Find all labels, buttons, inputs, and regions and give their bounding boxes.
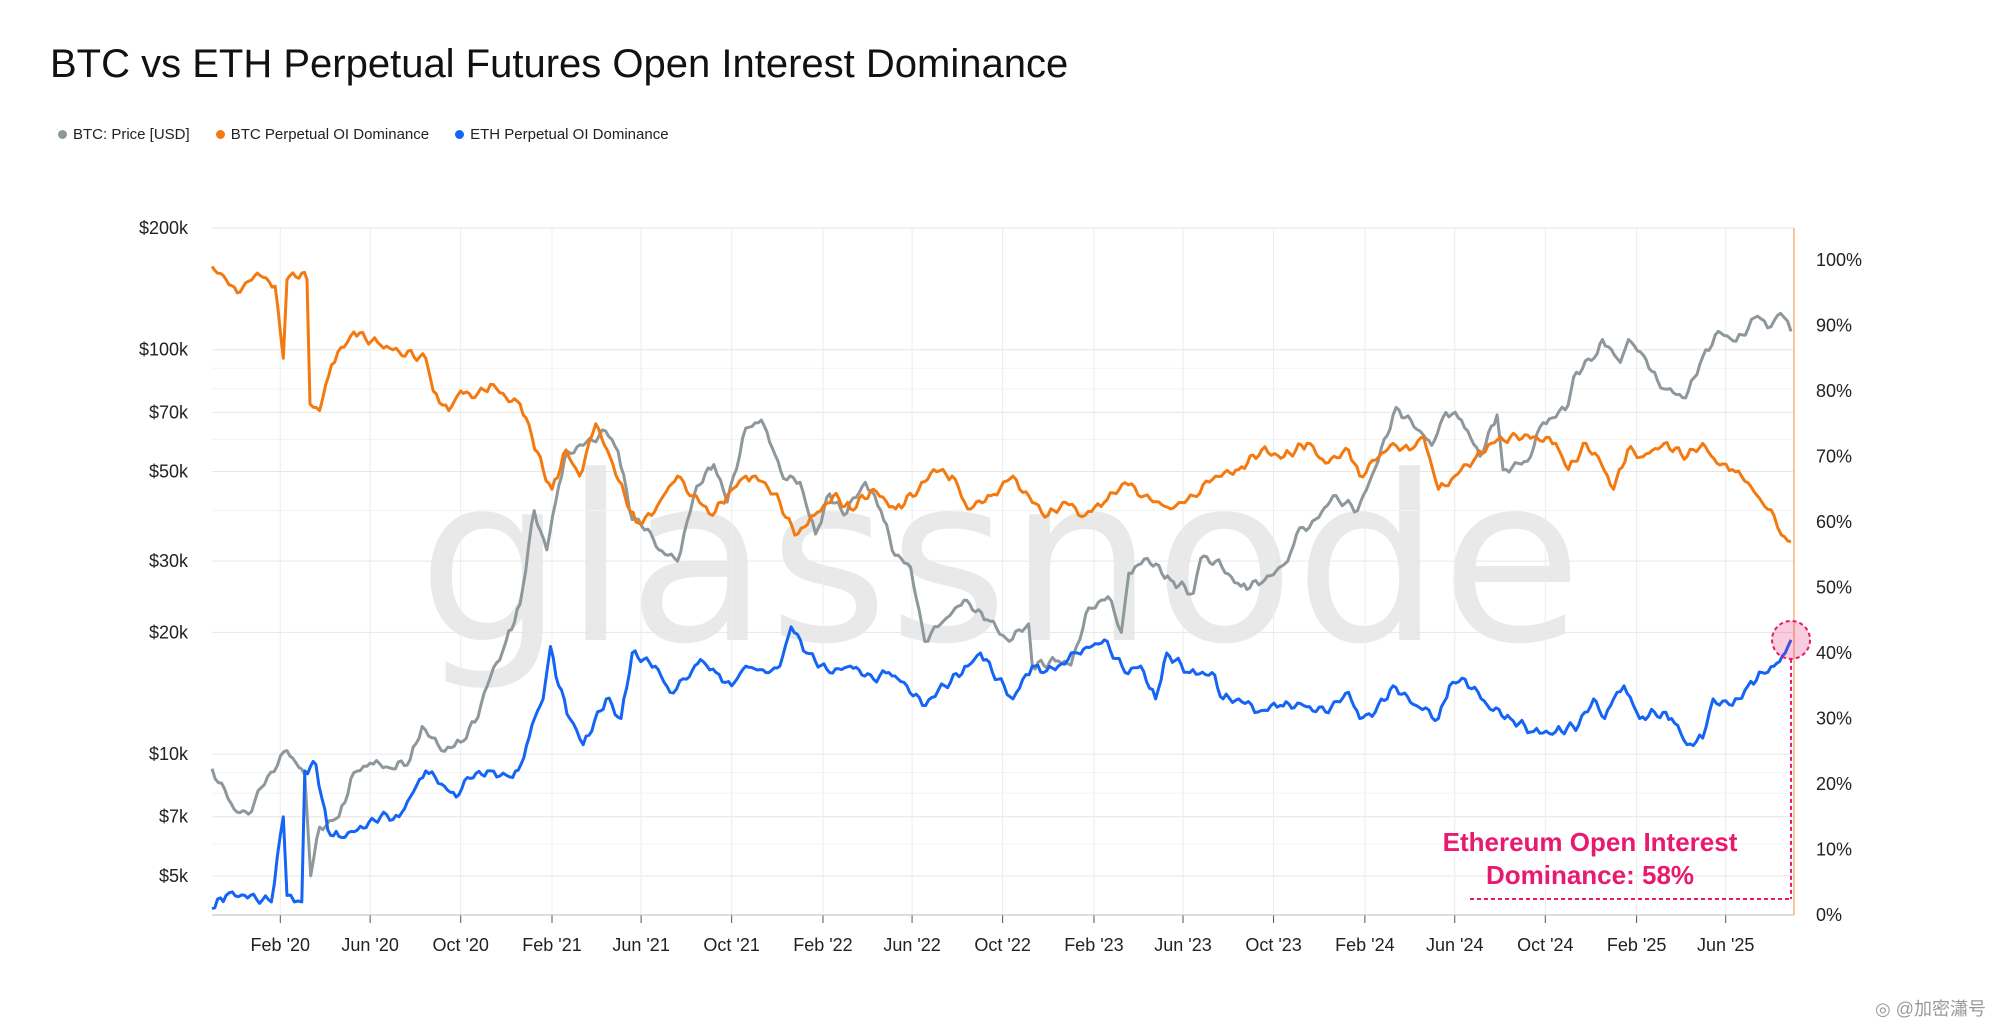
- right-tick-label: 70%: [1816, 447, 1852, 467]
- legend-item-btc-price[interactable]: BTC: Price [USD]: [58, 126, 190, 143]
- legend-item-eth-dominance[interactable]: ETH Perpetual OI Dominance: [455, 126, 669, 143]
- left-tick-label: $7k: [159, 807, 189, 827]
- eth-dominance-annotation: Ethereum Open Interest Dominance: 58%: [1380, 826, 1800, 892]
- left-tick-label: $50k: [149, 461, 189, 481]
- left-tick-label: $100k: [139, 340, 189, 360]
- annotation-line-1: Ethereum Open Interest: [1442, 827, 1738, 857]
- x-tick-label: Jun '20: [341, 935, 398, 955]
- right-tick-label: 40%: [1816, 643, 1852, 663]
- legend-dot-icon: [215, 130, 225, 139]
- x-tick-label: Feb '21: [522, 935, 581, 955]
- legend-label: ETH Perpetual OI Dominance: [470, 126, 669, 143]
- left-tick-label: $5k: [159, 866, 189, 886]
- right-tick-label: 0%: [1816, 905, 1842, 925]
- legend-item-btc-dominance[interactable]: BTC Perpetual OI Dominance: [215, 126, 430, 143]
- right-tick-label: 100%: [1816, 250, 1862, 270]
- x-tick-label: Jun '22: [883, 935, 940, 955]
- left-tick-label: $200k: [139, 218, 189, 238]
- annotation-circle: [1771, 619, 1812, 660]
- x-tick-label: Jun '21: [612, 935, 669, 955]
- right-tick-label: 80%: [1816, 381, 1852, 401]
- corner-mark: ◎ @加密瀟号: [1875, 999, 1986, 1019]
- x-tick-label: Jun '25: [1697, 935, 1754, 955]
- legend: BTC: Price [USD] BTC Perpetual OI Domina…: [58, 126, 669, 143]
- right-tick-label: 50%: [1816, 578, 1852, 598]
- chart-title: BTC vs ETH Perpetual Futures Open Intere…: [50, 42, 1069, 86]
- legend-label: BTC Perpetual OI Dominance: [230, 126, 430, 143]
- annotation-line-2: Dominance: 58%: [1485, 860, 1695, 890]
- right-tick-label: 20%: [1816, 774, 1852, 794]
- axes: $5k $7k $10k $20k $30k $50k $70k $100k $200k 0% 10…: [139, 218, 1862, 955]
- x-tick-label: Jun '24: [1426, 935, 1483, 955]
- legend-dot-icon: [455, 130, 465, 139]
- left-tick-label: $10k: [149, 744, 189, 764]
- series-line-2: [210, 265, 1792, 544]
- x-tick-label: Oct '22: [974, 935, 1030, 955]
- legend-dot-icon: [58, 130, 67, 139]
- x-tick-label: Oct '24: [1517, 935, 1573, 955]
- series-line-1: [210, 311, 1793, 878]
- x-tick-label: Oct '23: [1245, 935, 1301, 955]
- x-tick-label: Feb '22: [793, 935, 852, 955]
- left-tick-label: $30k: [149, 551, 189, 571]
- left-tick-label: $20k: [149, 622, 189, 642]
- x-tick-label: Feb '24: [1335, 935, 1394, 955]
- right-tick-label: 30%: [1816, 709, 1852, 729]
- x-tick-label: Jun '23: [1154, 935, 1211, 955]
- legend-label: BTC: Price [USD]: [73, 126, 190, 143]
- right-tick-label: 10%: [1816, 840, 1852, 860]
- left-tick-label: $70k: [149, 402, 189, 422]
- right-tick-label: 60%: [1816, 512, 1852, 532]
- series-line-3: [211, 625, 1793, 910]
- right-tick-label: 90%: [1816, 316, 1852, 336]
- annotation-marker: [1470, 619, 1812, 900]
- x-tick-label: Oct '20: [432, 935, 488, 955]
- x-tick-label: Feb '23: [1064, 935, 1123, 955]
- x-tick-label: Feb '25: [1607, 935, 1666, 955]
- series-layer: [210, 265, 1793, 910]
- x-tick-label: Feb '20: [251, 935, 310, 955]
- x-tick-label: Oct '21: [703, 935, 759, 955]
